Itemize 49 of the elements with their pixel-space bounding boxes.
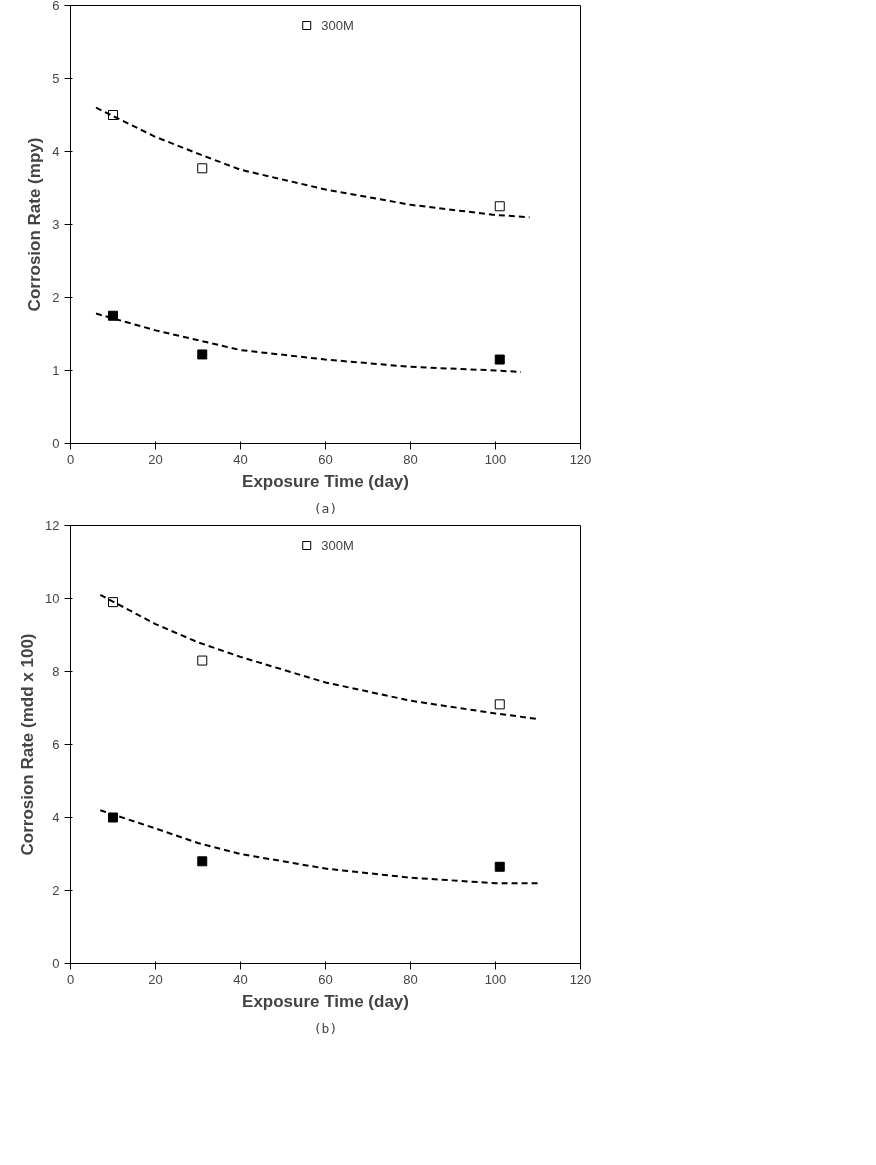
line-series — [95, 312, 522, 373]
text: (b) — [313, 1020, 338, 1036]
line-series — [99, 593, 539, 720]
x-tick-label: 40 — [233, 971, 248, 987]
x-tick-label: 20 — [148, 451, 163, 467]
point — [197, 349, 208, 360]
line-series — [95, 106, 531, 219]
x-tick-label: 80 — [403, 971, 418, 987]
x-tick-label: 120 — [569, 971, 592, 987]
point — [197, 655, 208, 666]
x-tick-label: 0 — [66, 971, 75, 987]
point — [197, 856, 208, 867]
y-tick-label: 0 — [52, 956, 60, 971]
y-axis-title: Corrosion Rate (mdd x 100) — [18, 633, 38, 856]
x-tick-label: 40 — [233, 451, 248, 467]
point — [494, 354, 505, 365]
x-axis-title: Exposure Time (day) — [242, 471, 409, 491]
y-tick-label: 12 — [45, 518, 60, 533]
legend-label: 300M — [321, 17, 354, 33]
point — [197, 163, 208, 174]
x-tick-label: 20 — [148, 971, 163, 987]
point — [108, 812, 118, 823]
legend-label: 300M — [321, 537, 354, 553]
point — [494, 201, 505, 212]
x-tick-label: 100 — [484, 451, 507, 467]
text: (a) — [313, 500, 338, 516]
x-tick-label: 60 — [318, 971, 333, 987]
y-tick-label: 1 — [52, 363, 60, 378]
x-tick-label: 100 — [484, 971, 507, 987]
y-tick-label: 5 — [52, 71, 60, 86]
y-tick-label: 0 — [52, 436, 60, 451]
y-tick-label: 10 — [45, 591, 60, 606]
y-tick-label: 3 — [52, 217, 60, 232]
x-tick-label: 60 — [318, 451, 333, 467]
y-tick-label: 6 — [52, 737, 60, 752]
y-tick-label: 4 — [52, 810, 60, 825]
y-axis-title: Corrosion Rate (mpy) — [25, 137, 45, 312]
y-tick-label: 4 — [52, 144, 60, 159]
y-tick-label: 6 — [52, 0, 60, 13]
y-tick-label: 8 — [52, 664, 60, 679]
x-tick-label: 80 — [403, 451, 418, 467]
point — [494, 861, 505, 872]
point — [494, 699, 505, 710]
x-tick-label: 120 — [569, 451, 592, 467]
y-tick-label: 2 — [52, 883, 60, 898]
y-tick-label: 2 — [52, 290, 60, 305]
line-series — [99, 809, 539, 885]
x-axis-title: Exposure Time (day) — [242, 991, 409, 1011]
x-tick-label: 0 — [66, 451, 75, 467]
